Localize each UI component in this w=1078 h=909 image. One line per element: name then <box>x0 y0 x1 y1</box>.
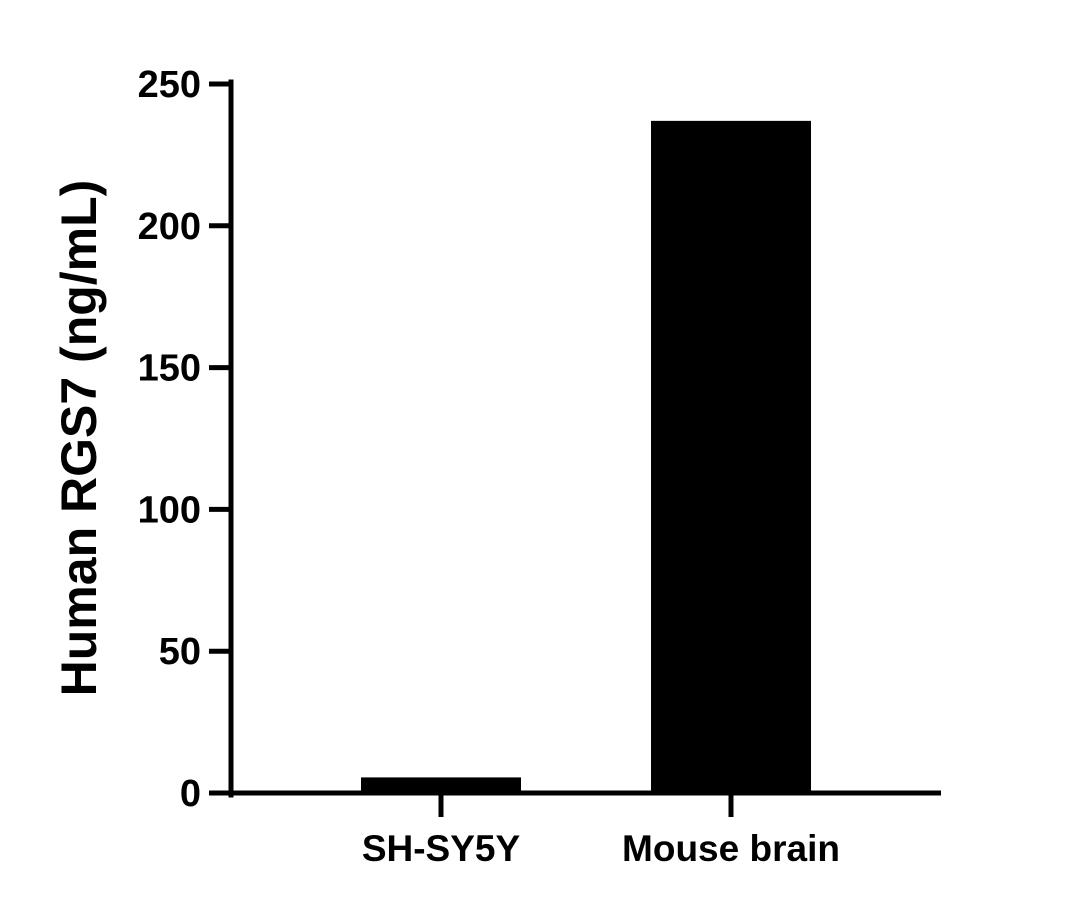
y-tick-label-250: 250 <box>138 64 201 106</box>
y-tick-label-200: 200 <box>138 206 201 248</box>
y-tick-label-100: 100 <box>138 489 201 531</box>
x-category-label-1: Mouse brain <box>622 828 840 869</box>
x-category-label-0: SH-SY5Y <box>362 828 521 869</box>
bars-group <box>361 120 811 794</box>
y-axis-title: Human RGS7 (ng/mL) <box>51 180 107 697</box>
bar-0 <box>361 777 521 793</box>
y-tick-label-50: 50 <box>159 631 201 673</box>
bar-1 <box>651 120 811 794</box>
y-tick-label-0: 0 <box>180 773 201 815</box>
y-tick-label-150: 150 <box>138 348 201 390</box>
axes-group: 0 50 100 150 200 250 SH-SY5Y Mouse brain <box>138 64 941 869</box>
labels-group: Human RGS7 (ng/mL) <box>51 180 107 697</box>
